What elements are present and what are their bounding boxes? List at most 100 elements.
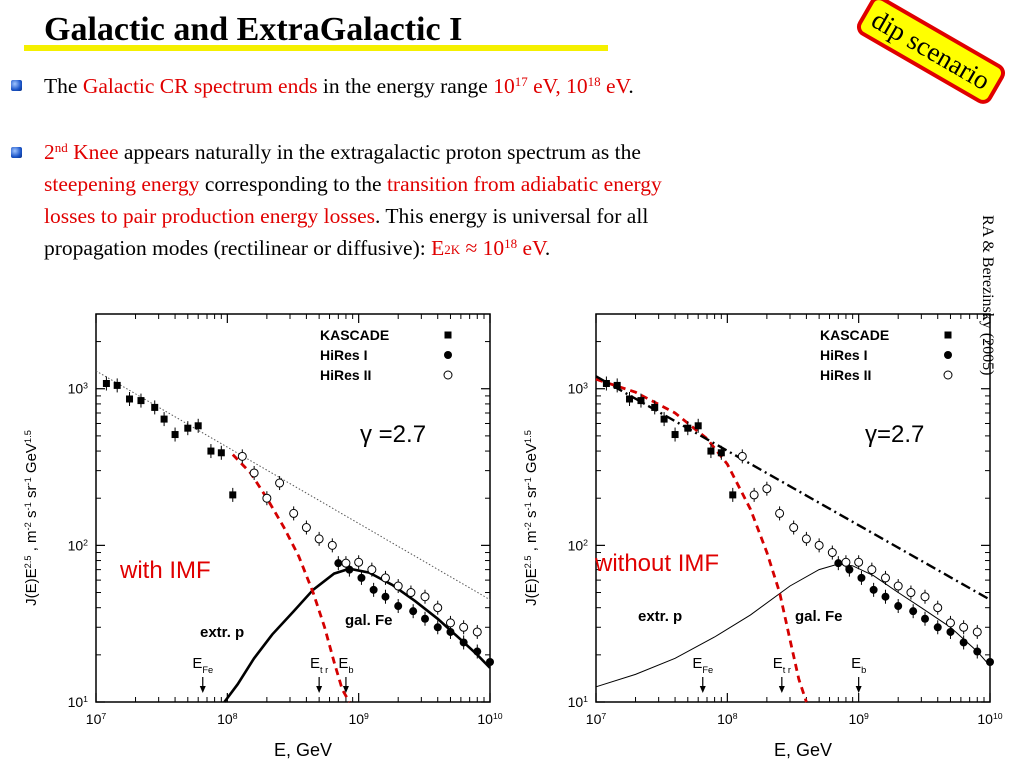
plot-frame <box>595 313 991 703</box>
y-axis-label-part: -1 <box>523 477 533 485</box>
energy-marker-arrowhead <box>199 686 206 693</box>
y-axis-label-part: -2 <box>523 522 533 530</box>
data-point-hires-1 <box>486 658 494 667</box>
data-point-hires-1 <box>909 607 918 616</box>
x-tick-label: 107 <box>586 711 607 727</box>
annotation-extr-p: extr. p <box>200 624 244 641</box>
data-point-hires-1 <box>921 614 930 623</box>
data-point-hires-1 <box>857 573 866 582</box>
data-point-hires-1 <box>946 627 955 636</box>
x-tick-label-part: 10 <box>477 711 493 727</box>
x-tick-label-part: 10 <box>586 711 602 727</box>
data-point-hires-1 <box>409 607 418 616</box>
bullet-2-line-4: propagation modes (rectilinear or diffus… <box>44 236 551 260</box>
data-point-hires-1 <box>869 585 878 594</box>
data-point-hires-1 <box>959 638 968 647</box>
data-point-kascade <box>207 447 215 455</box>
data-point-hires-1 <box>881 592 890 601</box>
data-point-kascade <box>660 415 668 423</box>
annotation-gal-fe: gal. Fe <box>795 608 843 625</box>
y-axis-label-part: 2.5 <box>523 555 533 568</box>
annotation-gal-fe: gal. Fe <box>345 612 393 629</box>
data-point-hires-1 <box>834 559 843 568</box>
bullet-2-line-2: steepening energy corresponding to the t… <box>44 172 662 196</box>
x-tick-label-part: 7 <box>101 711 106 721</box>
energy-marker-label-part: E <box>192 655 202 672</box>
data-point-hires-2 <box>959 622 969 632</box>
legend-label: KASCADE <box>820 327 889 343</box>
y-axis-label-part: -2 <box>23 522 33 530</box>
y-axis-label-part: s <box>523 510 540 518</box>
y-tick-label: 102 <box>568 537 589 553</box>
energy-marker-label-part: Fe <box>202 665 213 675</box>
curve-gal-fe <box>595 377 808 703</box>
x-tick-label-part: 9 <box>864 711 869 721</box>
x-tick-label-part: 10 <box>977 711 993 727</box>
energy-marker-arrowhead <box>778 686 785 693</box>
energy-marker-label: Eb <box>851 655 866 675</box>
data-point-kascade <box>671 431 679 439</box>
data-point-kascade <box>102 379 110 387</box>
y-tick-label-part: 3 <box>583 381 588 391</box>
bullet-icon <box>11 80 22 91</box>
data-point-hires-2 <box>380 573 390 583</box>
data-point-hires-2 <box>749 490 759 500</box>
y-tick-label: 101 <box>568 694 589 710</box>
data-point-kascade <box>229 491 237 499</box>
data-point-kascade <box>113 381 121 389</box>
data-point-hires-2 <box>289 508 299 518</box>
energy-marker-label: EFe <box>692 655 713 675</box>
energy-marker-label-part: E <box>851 655 861 672</box>
x-tick-label: 109 <box>848 711 869 727</box>
y-axis-label-part: GeV <box>523 443 540 473</box>
title-underline <box>24 45 608 51</box>
x-tick-label-part: 7 <box>601 711 606 721</box>
y-axis-label: J(E)E2.5 , m-2 s-1 sr-1 GeV1.5 <box>523 430 540 606</box>
data-point-kascade <box>184 424 192 432</box>
y-tick-label-part: 10 <box>568 381 584 397</box>
curve-extr-p <box>595 563 991 688</box>
data-point-hires-1 <box>933 623 942 632</box>
data-point-hires-2 <box>854 557 864 567</box>
legend-label: HiRes I <box>820 347 867 363</box>
energy-marker-label-part: Fe <box>702 665 713 675</box>
data-point-hires-2 <box>893 581 903 591</box>
data-point-hires-1 <box>394 602 403 611</box>
data-point-hires-2 <box>789 523 799 533</box>
legend-marker-hires-1 <box>944 351 952 359</box>
y-axis-label-part: J(E)E <box>523 568 540 606</box>
data-point-hires-2 <box>301 523 311 533</box>
data-point-hires-1 <box>845 565 854 574</box>
data-point-kascade <box>707 447 715 455</box>
energy-marker-arrowhead <box>699 686 706 693</box>
y-tick-label-part: 1 <box>583 694 588 704</box>
data-point-hires-2 <box>827 548 837 558</box>
y-tick-label-part: 10 <box>68 381 84 397</box>
data-point-hires-2 <box>801 534 811 544</box>
energy-marker-arrowhead <box>342 686 349 693</box>
x-tick-label-part: 10 <box>348 711 364 727</box>
data-point-hires-2 <box>327 540 337 550</box>
curve-power-law <box>595 375 991 601</box>
y-axis-label-part: 2.5 <box>23 555 33 568</box>
data-point-hires-1 <box>459 638 468 647</box>
data-point-hires-2 <box>472 627 482 637</box>
data-point-hires-2 <box>275 478 285 488</box>
y-axis-label: J(E)E2.5 , m-2 s-1 sr-1 GeV1.5 <box>23 430 40 606</box>
slide-title: Galactic and ExtraGalactic I <box>44 11 463 48</box>
legend-marker-kascade <box>944 331 952 339</box>
y-tick-label-part: 2 <box>83 537 88 547</box>
energy-marker-label: EFe <box>192 655 213 675</box>
data-point-hires-1 <box>357 573 366 582</box>
energy-marker-label-part: b <box>348 665 353 675</box>
data-point-hires-2 <box>867 565 877 575</box>
y-axis-label-part: -1 <box>523 502 533 510</box>
y-axis-label-part: sr <box>523 486 540 499</box>
data-point-kascade <box>651 403 659 411</box>
y-axis-label-part: -1 <box>23 502 33 510</box>
x-tick-label-part: 8 <box>233 711 238 721</box>
curve-gal-fe <box>231 453 351 703</box>
imf-label: without IMF <box>594 550 719 577</box>
data-point-kascade <box>602 379 610 387</box>
y-axis-label-part: -1 <box>23 477 33 485</box>
